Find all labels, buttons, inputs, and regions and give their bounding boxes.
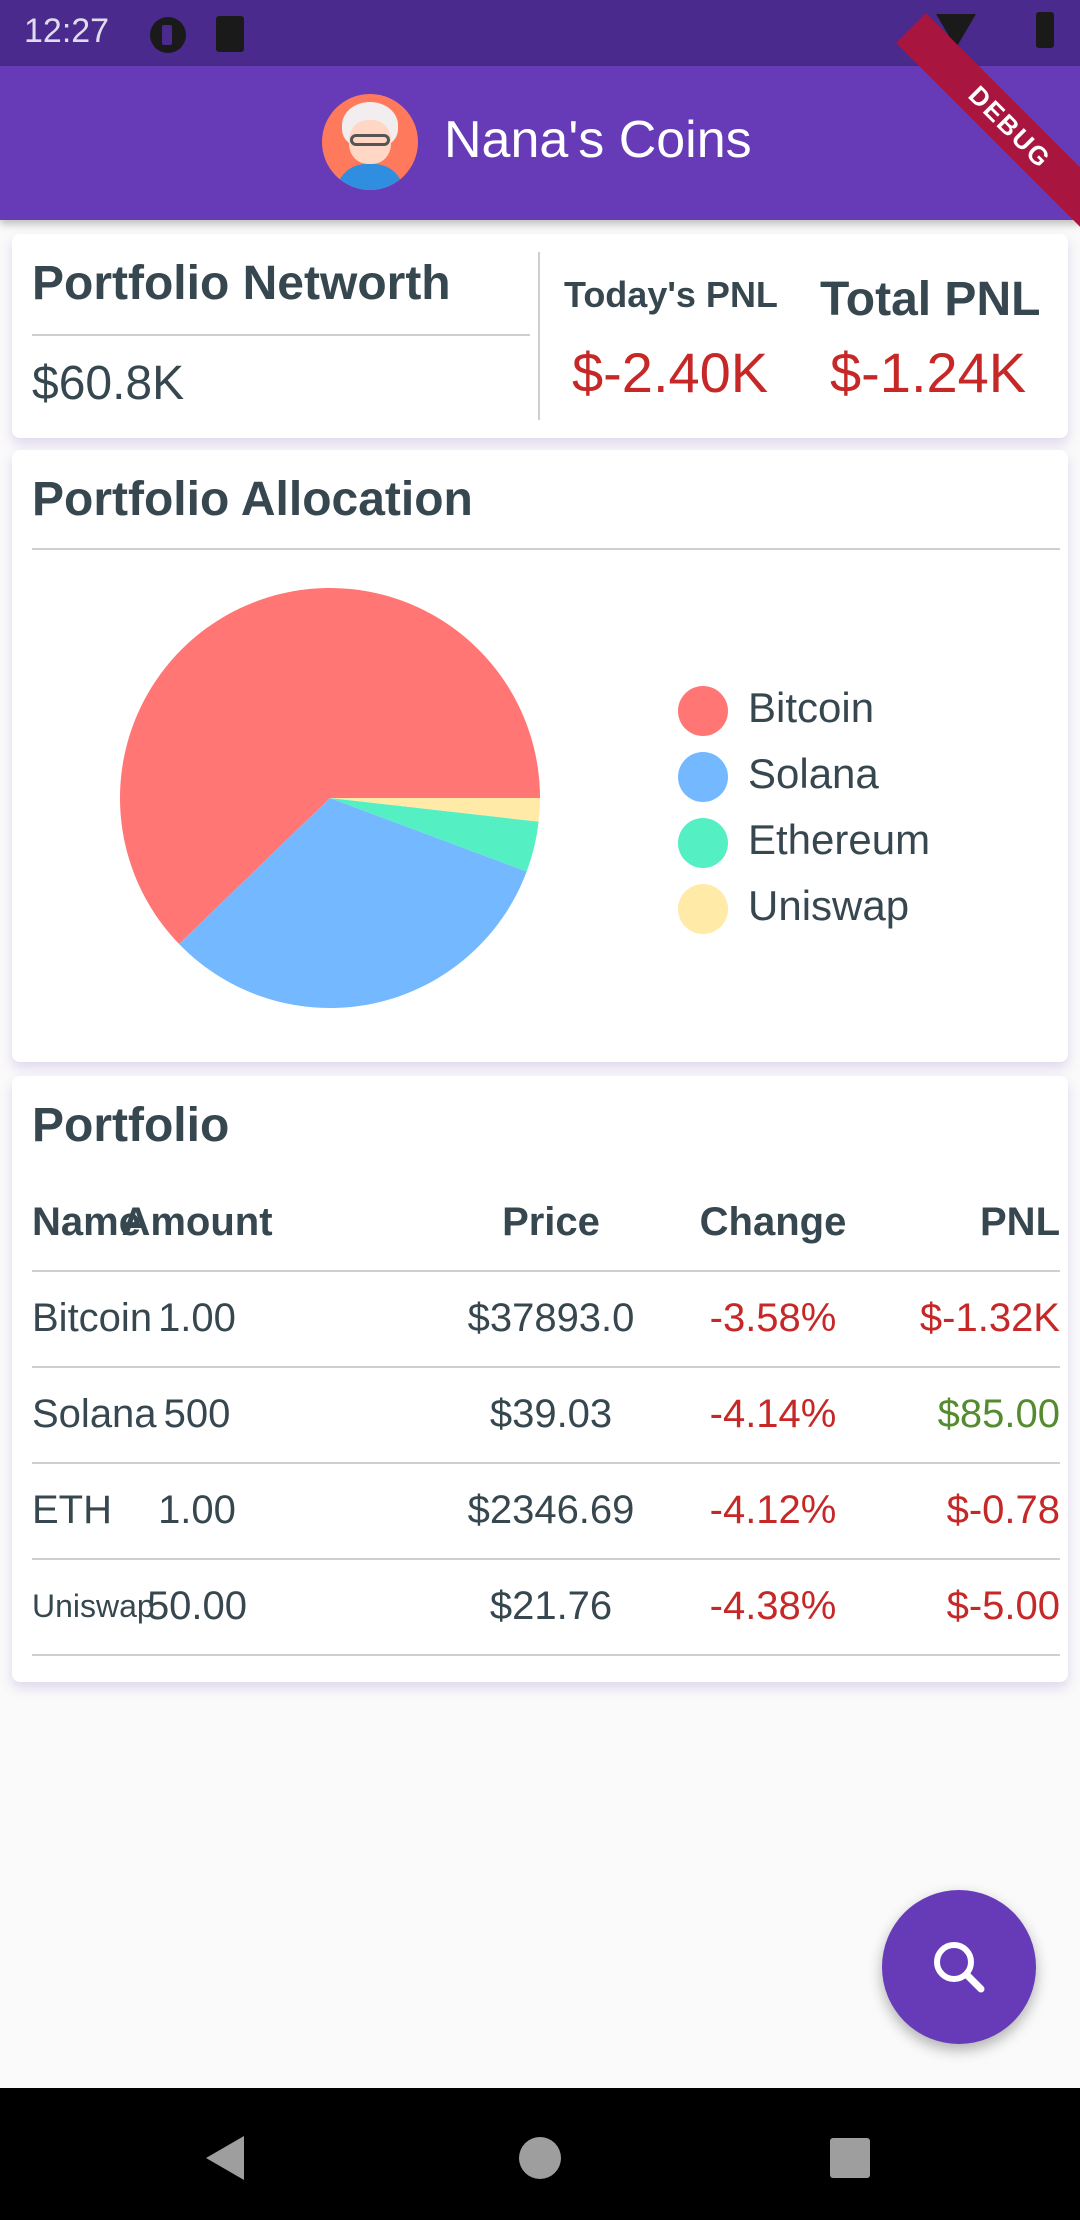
networth-title: Portfolio Networth <box>32 257 451 310</box>
cell-change: -4.14% <box>709 1392 837 1436</box>
sd-card-icon <box>216 16 244 52</box>
cell-name: Uniswap <box>32 1588 155 1624</box>
allocation-title: Portfolio Allocation <box>32 473 473 526</box>
search-fab[interactable] <box>882 1890 1036 2044</box>
networth-value: $60.8K <box>32 357 185 410</box>
portfolio-table: Name Amount Price Change PNL Bitcoin 1.0… <box>32 1176 1060 1656</box>
avatar <box>322 94 418 190</box>
recents-icon[interactable] <box>830 2138 870 2178</box>
cell-name: Solana <box>32 1392 157 1436</box>
networth-card: Portfolio Networth $60.8K Today's PNL $-… <box>12 234 1068 438</box>
cell-amount: 500 <box>163 1392 231 1436</box>
status-time: 12:27 <box>24 12 110 50</box>
total-pnl-label: Total PNL <box>820 273 1041 326</box>
portfolio-card: Portfolio Name Amount Price Change PNL B… <box>12 1076 1068 1682</box>
divider <box>32 334 530 336</box>
allocation-pie-chart <box>120 588 540 1008</box>
table-header: Name Amount Price Change PNL <box>32 1176 1060 1272</box>
vertical-divider <box>538 252 540 420</box>
table-row[interactable]: Bitcoin 1.00 $37893.0 -3.58% $-1.32K <box>32 1272 1060 1368</box>
legend-label: Solana <box>748 750 879 797</box>
cell-price: $21.76 <box>489 1584 613 1628</box>
table-row[interactable]: Uniswap 50.00 $21.76 -4.38% $-5.00 <box>32 1560 1060 1656</box>
table-row[interactable]: Solana 500 $39.03 -4.14% $85.00 <box>32 1368 1060 1464</box>
total-pnl-value: $-1.24K <box>830 341 1027 404</box>
legend-label: Ethereum <box>748 816 931 863</box>
cell-name: ETH <box>32 1488 112 1532</box>
column-header-price: Price <box>502 1200 600 1244</box>
cell-price: $37893.0 <box>467 1296 635 1340</box>
cell-change: -3.58% <box>709 1296 837 1340</box>
allocation-card: Portfolio Allocation Bitcoin Solana Ethe… <box>12 450 1068 1062</box>
legend-dot-solana <box>678 752 728 802</box>
column-header-name: Name <box>32 1200 141 1244</box>
app-bar: Nana's Coins DEBUG <box>0 13 1080 241</box>
legend-dot-bitcoin <box>678 686 728 736</box>
app-title: Nana's Coins <box>444 111 752 169</box>
legend-label: Bitcoin <box>748 684 875 731</box>
pie-slice-bitcoin <box>120 588 540 945</box>
column-header-amount: Amount <box>121 1200 273 1244</box>
status-bar: 12:27 <box>0 0 1080 66</box>
app-notification-icon <box>150 17 186 53</box>
pie-slice-ethereum <box>330 798 539 872</box>
cell-pnl: $-0.78 <box>946 1488 1060 1532</box>
legend-label: Uniswap <box>748 882 910 929</box>
cell-amount: 1.00 <box>158 1296 236 1340</box>
cell-pnl: $-1.32K <box>919 1296 1060 1340</box>
today-pnl-value: $-2.40K <box>572 341 769 404</box>
cell-name: Bitcoin <box>32 1296 153 1340</box>
cell-change: -4.12% <box>709 1488 837 1532</box>
legend-dot-ethereum <box>678 818 728 868</box>
legend-dot-uniswap <box>678 884 728 934</box>
today-pnl-label: Today's PNL <box>564 274 778 315</box>
divider <box>32 548 1060 550</box>
cell-amount: 50.00 <box>146 1584 248 1628</box>
pie-slice-uniswap <box>330 798 540 822</box>
column-header-pnl: PNL <box>980 1200 1060 1244</box>
system-nav-bar <box>0 2088 1080 2220</box>
cell-pnl: $85.00 <box>937 1392 1060 1436</box>
cell-price: $2346.69 <box>467 1488 635 1532</box>
cell-amount: 1.00 <box>158 1488 236 1532</box>
cell-change: -4.38% <box>709 1584 837 1628</box>
back-icon[interactable] <box>206 2136 244 2180</box>
cell-pnl: $-5.00 <box>946 1584 1060 1628</box>
search-icon <box>934 1942 985 1993</box>
cell-price: $39.03 <box>489 1392 613 1436</box>
battery-icon <box>1036 12 1054 48</box>
pie-slice-solana <box>179 798 527 1008</box>
table-row[interactable]: ETH 1.00 $2346.69 -4.12% $-0.78 <box>32 1464 1060 1560</box>
home-icon[interactable] <box>519 2137 561 2179</box>
column-header-change: Change <box>699 1200 847 1244</box>
portfolio-title: Portfolio <box>32 1099 230 1152</box>
